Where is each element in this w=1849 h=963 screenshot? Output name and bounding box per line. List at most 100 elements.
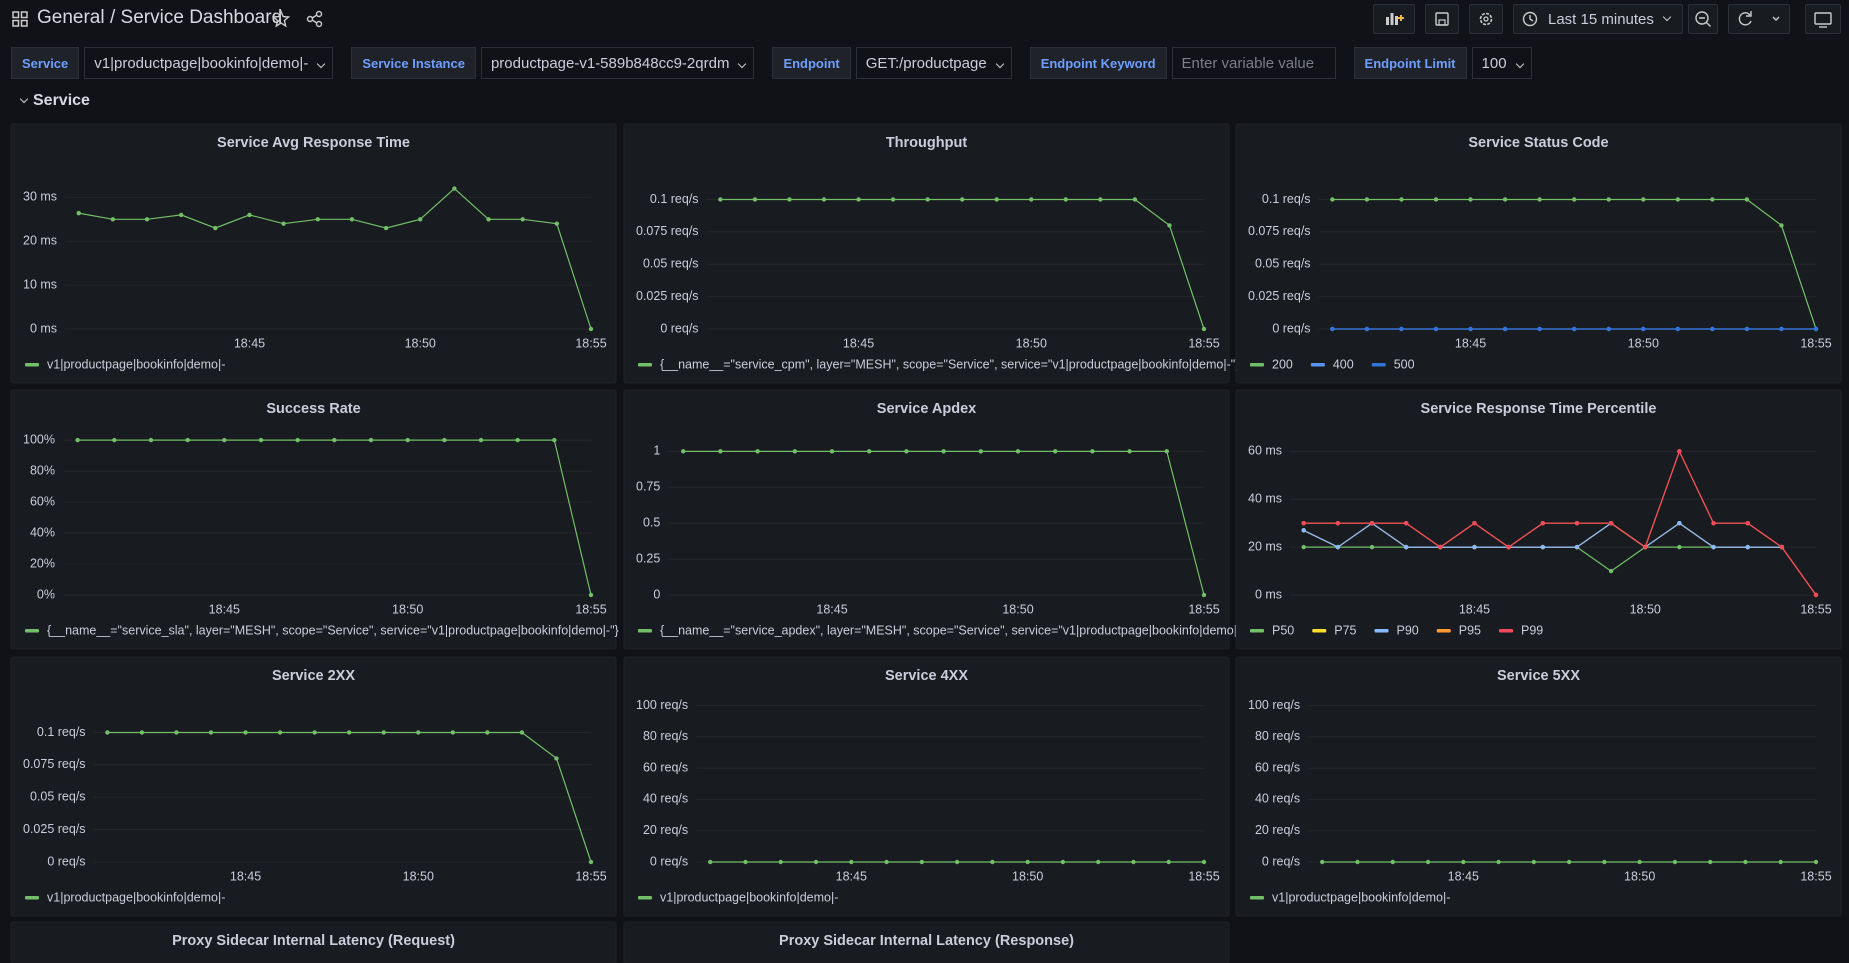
section-row[interactable]: Service xyxy=(19,92,90,110)
y-tick-label: 20 ms xyxy=(23,234,57,248)
data-point xyxy=(174,730,179,735)
legend-label: v1|productpage|bookinfo|demo|- xyxy=(47,890,225,904)
y-tick-label: 100% xyxy=(23,432,55,446)
data-point xyxy=(1778,859,1783,865)
x-tick-label: 18:55 xyxy=(1188,869,1219,883)
data-point xyxy=(222,437,227,443)
data-point xyxy=(1131,859,1136,865)
y-tick-label: 0% xyxy=(37,587,55,601)
data-point xyxy=(1745,520,1750,526)
y-tick-label: 30 ms xyxy=(23,190,57,204)
y-tick-label: 0 req/s xyxy=(660,321,698,335)
y-tick-label: 0 ms xyxy=(30,321,57,335)
variable-placeholder: Enter variable value xyxy=(1181,55,1315,72)
legend-swatch xyxy=(25,363,39,367)
x-tick-label: 18:55 xyxy=(1188,336,1219,350)
x-tick-label: 18:50 xyxy=(403,869,434,883)
data-point xyxy=(1643,544,1648,550)
data-point xyxy=(185,437,190,443)
variable-select[interactable]: v1|productpage|bookinfo|demo|- xyxy=(84,47,334,79)
y-tick-label: 40 req/s xyxy=(1255,792,1300,806)
y-tick-label: 0.25 xyxy=(636,551,660,565)
x-tick-label: 18:50 xyxy=(392,602,423,616)
data-point xyxy=(941,449,946,454)
x-tick-label: 18:45 xyxy=(836,869,867,883)
y-tick-label: 0.1 req/s xyxy=(1262,192,1311,206)
variable-value: GET:/productpage xyxy=(865,55,987,72)
data-point xyxy=(1540,520,1545,526)
data-point xyxy=(1672,859,1678,865)
data-point xyxy=(1060,859,1066,865)
refresh-button[interactable] xyxy=(1728,4,1790,34)
time-picker[interactable]: Last 15 minutes xyxy=(1513,4,1683,34)
clock-icon xyxy=(1522,11,1538,27)
data-point xyxy=(383,225,389,231)
data-point xyxy=(1330,326,1335,332)
add-panel-button[interactable] xyxy=(1373,4,1415,34)
breadcrumb-folder[interactable]: General xyxy=(37,7,105,28)
share-icon[interactable] xyxy=(306,10,324,28)
section-title: Service xyxy=(33,92,90,109)
legend-swatch xyxy=(638,629,652,633)
x-tick-label: 18:50 xyxy=(1012,869,1043,883)
settings-button[interactable] xyxy=(1469,4,1503,34)
data-point xyxy=(1813,859,1819,865)
data-point xyxy=(554,756,559,761)
variable-input[interactable]: Enter variable value xyxy=(1171,47,1336,79)
y-tick-label: 0.025 req/s xyxy=(1248,289,1311,303)
data-point xyxy=(708,859,713,865)
variable-value: 100 xyxy=(1481,55,1507,72)
star-icon[interactable] xyxy=(272,10,290,28)
legend-label: P50 xyxy=(1272,623,1294,637)
variable-select[interactable]: productpage-v1-589b848cc9-2qrdm xyxy=(480,47,755,79)
variable-label: Endpoint Limit xyxy=(1353,47,1467,79)
save-button[interactable] xyxy=(1425,4,1459,34)
y-tick-label: 0.1 req/s xyxy=(650,192,699,206)
data-point xyxy=(925,197,930,202)
y-tick-label: 60% xyxy=(30,494,55,508)
data-point xyxy=(349,217,355,222)
data-point xyxy=(258,437,264,443)
data-point xyxy=(418,217,423,222)
zoom-out-button[interactable] xyxy=(1688,4,1718,34)
data-point xyxy=(588,592,594,598)
variable-label: Endpoint Keyword xyxy=(1029,47,1167,79)
y-tick-label: 0 req/s xyxy=(650,854,688,868)
data-point xyxy=(1779,544,1785,550)
data-point xyxy=(368,437,374,443)
legend-swatch xyxy=(1312,629,1327,633)
data-point xyxy=(1201,859,1207,865)
panel xyxy=(10,656,617,917)
data-point xyxy=(144,217,150,222)
data-point xyxy=(1502,326,1508,332)
tv-mode-button[interactable] xyxy=(1805,4,1841,34)
data-point xyxy=(1090,449,1095,454)
data-point xyxy=(486,217,491,222)
apps-icon[interactable] xyxy=(12,11,28,27)
legend-swatch xyxy=(1250,896,1264,900)
variable-select[interactable]: 100 xyxy=(1471,47,1532,79)
y-tick-label: 1 xyxy=(653,444,660,458)
legend-label: v1|productpage|bookinfo|demo|- xyxy=(47,357,225,371)
variable-select[interactable]: GET:/productpage xyxy=(855,47,1012,79)
panel-title: Service 2XX xyxy=(272,668,355,684)
variable-label: Service xyxy=(11,47,80,79)
data-point xyxy=(332,437,337,443)
y-tick-label: 0.5 xyxy=(643,515,660,529)
y-tick-label: 20 req/s xyxy=(1255,823,1300,837)
data-point xyxy=(1053,449,1058,454)
x-tick-label: 18:50 xyxy=(1630,602,1661,616)
legend-label: {__name__="service_apdex", layer="MESH",… xyxy=(660,623,1250,637)
data-point xyxy=(778,859,783,865)
x-tick-label: 18:55 xyxy=(1800,869,1831,883)
data-point xyxy=(452,186,457,191)
breadcrumb-title[interactable]: / Service Dashboard xyxy=(110,7,283,28)
data-point xyxy=(519,730,525,735)
legend-label: 500 xyxy=(1394,357,1415,371)
data-point xyxy=(75,437,80,443)
panel-title: Success Rate xyxy=(266,401,360,417)
legend-label: P75 xyxy=(1334,623,1356,637)
data-point xyxy=(1744,197,1750,202)
refresh-icon xyxy=(1738,11,1780,26)
